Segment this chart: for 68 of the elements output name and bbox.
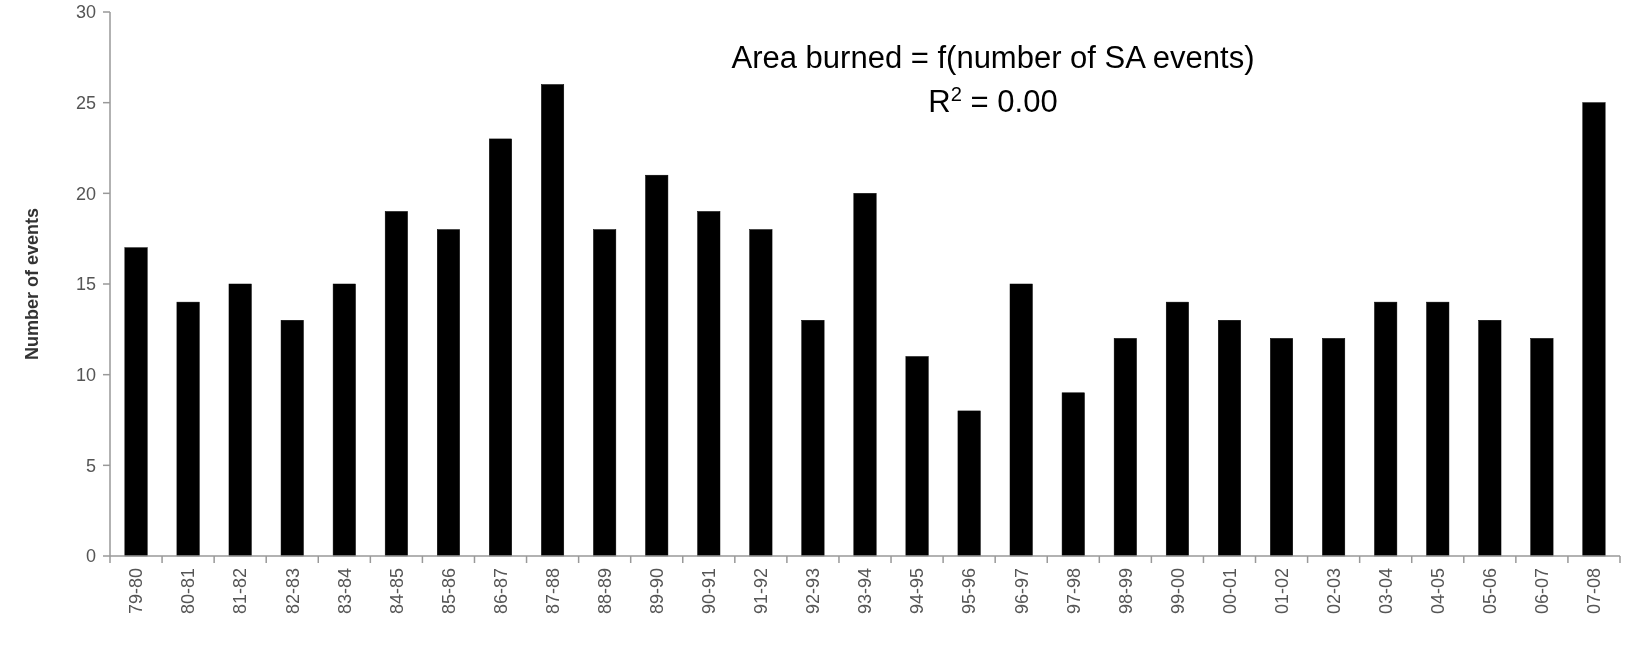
x-tick-label: 02-03: [1323, 568, 1344, 615]
x-tick-label: 89-90: [647, 568, 668, 615]
bar: [957, 410, 981, 557]
bar: [1374, 301, 1398, 557]
y-tick-label: 15: [75, 274, 96, 295]
bar: [1009, 283, 1033, 557]
bar: [228, 283, 252, 557]
x-tick-label: 04-05: [1428, 568, 1449, 615]
x-tick-label: 99-00: [1167, 568, 1188, 615]
bar: [541, 84, 565, 557]
x-tick-label: 79-80: [126, 568, 147, 615]
y-tick-label: 0: [85, 546, 96, 567]
x-tick-label: 01-02: [1271, 568, 1292, 615]
x-tick-label: 05-06: [1480, 568, 1501, 615]
bar: [384, 211, 408, 557]
y-tick-label: 30: [75, 2, 96, 23]
bar: [1582, 102, 1606, 557]
x-tick-label: 88-89: [594, 568, 615, 615]
bar: [853, 193, 877, 557]
bar: [905, 356, 929, 557]
bar: [124, 247, 148, 557]
bar: [1218, 320, 1241, 557]
x-tick-label: 98-99: [1115, 568, 1136, 615]
x-tick-label: 82-83: [282, 568, 303, 615]
bar: [1113, 338, 1137, 557]
x-tick-label: 80-81: [178, 568, 199, 615]
bar: [176, 301, 200, 557]
x-tick-label: 03-04: [1375, 568, 1396, 615]
y-tick-label: 5: [85, 455, 96, 476]
bar: [697, 211, 721, 557]
x-tick-label: 06-07: [1532, 568, 1553, 615]
bar: [593, 229, 617, 557]
bar: [1426, 301, 1450, 557]
y-axis-title: Number of events: [22, 207, 42, 361]
annotation: R$^{2}$ = 0.00: [928, 83, 1058, 119]
y-tick-label: 20: [75, 183, 96, 204]
x-tick-label: 86-87: [490, 568, 511, 615]
bar: [1061, 392, 1085, 557]
x-tick-label: 07-08: [1584, 568, 1605, 615]
bar: [437, 229, 460, 557]
x-tick-label: 83-84: [334, 568, 355, 615]
bar: [489, 138, 512, 557]
x-tick-label: 95-96: [959, 568, 980, 615]
x-tick-label: 84-85: [386, 568, 407, 615]
x-tick-label: 87-88: [542, 568, 563, 615]
x-tick-label: 94-95: [907, 568, 928, 615]
x-tick-label: 97-98: [1063, 568, 1084, 615]
y-tick-label: 10: [75, 364, 96, 385]
x-tick-label: 85-86: [438, 568, 459, 615]
x-tick-label: 00-01: [1219, 568, 1240, 615]
bar: [749, 229, 773, 557]
bar: [801, 320, 825, 557]
bar: [1270, 338, 1293, 557]
x-tick-label: 91-92: [751, 568, 772, 615]
x-tick-label: 92-93: [803, 568, 824, 615]
bar: [1165, 301, 1189, 557]
x-tick-label: 96-97: [1011, 568, 1032, 615]
bar: [645, 174, 669, 557]
bar: [1530, 338, 1554, 557]
bar: [1322, 338, 1346, 557]
x-tick-label: 90-91: [699, 568, 720, 615]
annotation: Area burned = f(number of SA events): [731, 40, 1255, 75]
x-tick-label: 81-82: [230, 568, 251, 615]
bar: [332, 283, 356, 557]
y-tick-label: 25: [75, 92, 96, 113]
bar: [1478, 320, 1502, 557]
x-tick-label: 93-94: [855, 568, 876, 615]
bar: [280, 320, 304, 557]
